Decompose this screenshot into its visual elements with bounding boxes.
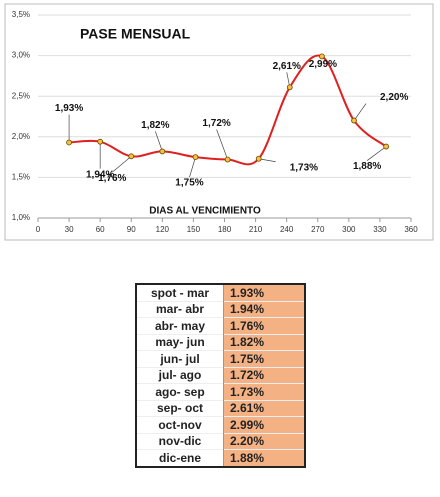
period-cell: oct-nov <box>136 416 224 433</box>
leader-line <box>216 129 228 160</box>
data-label: 1,94% <box>86 169 114 180</box>
x-tick-label: 150 <box>187 225 201 234</box>
marker <box>97 138 104 145</box>
table-row: jun- jul 1.75% <box>136 350 305 367</box>
data-label: 1,75% <box>175 178 203 189</box>
table-row: dic-ene 1.88% <box>136 449 305 467</box>
data-label: 2,99% <box>309 59 337 70</box>
marker <box>351 117 357 124</box>
data-label: 1,73% <box>290 162 318 173</box>
x-tick-label: 360 <box>404 225 418 234</box>
table-row: nov-dic 2.20% <box>136 432 305 450</box>
period-cell: sep- oct <box>136 399 224 417</box>
y-tick-label: 3,0% <box>12 51 30 60</box>
period-cell: may- jun <box>136 333 224 351</box>
rate-cell: 1.73% <box>223 383 305 400</box>
y-tick-label: 1,0% <box>12 213 30 222</box>
marker <box>383 143 390 150</box>
period-cell: jun- jul <box>136 350 224 367</box>
period-cell: jul- ago <box>136 366 224 384</box>
rate-cell: 1.94% <box>223 300 305 318</box>
x-tick-label: 60 <box>96 225 105 234</box>
table-row: oct-nov 2.99% <box>136 416 305 433</box>
leader-line <box>353 103 367 121</box>
x-tick-label: 90 <box>127 225 136 234</box>
x-tick-label: 120 <box>156 225 170 234</box>
chart: PASE MENSUAL DIAS AL VENCIMIENTO 1,0% 1,5… <box>4 3 434 241</box>
table-row: spot - mar 1.93% <box>136 283 305 301</box>
x-tick-label: 240 <box>280 225 294 234</box>
x-tick-label: 0 <box>36 225 41 234</box>
marker <box>128 153 135 160</box>
data-label: 1,82% <box>141 120 169 131</box>
table-row: jul- ago 1.72% <box>136 366 305 384</box>
marker <box>159 148 166 155</box>
data-label: 1,76% <box>98 173 126 184</box>
period-cell: spot - mar <box>136 283 224 301</box>
period-cell: ago- sep <box>136 383 224 400</box>
chart-title: PASE MENSUAL <box>80 26 191 42</box>
marker <box>318 53 325 60</box>
rate-cell: 1.93% <box>223 283 305 301</box>
table-row: sep- oct 2.61% <box>136 399 305 417</box>
y-tick-label: 3,5% <box>12 10 30 19</box>
rate-cell: 1.82% <box>223 333 305 351</box>
rate-cell: 1.75% <box>223 350 305 367</box>
period-cell: abr- may <box>136 317 224 334</box>
marker <box>286 84 293 91</box>
table: spot - mar 1.93% mar- abr 1.94% abr- may 1.76… <box>135 283 306 468</box>
x-axis-label: DIAS AL VENCIMIENTO <box>149 206 261 217</box>
leader-line <box>189 156 196 178</box>
leader-line <box>155 131 163 152</box>
chart-frame <box>4 3 434 241</box>
marker <box>224 156 231 163</box>
rate-cell: 1.88% <box>223 449 305 467</box>
period-cell: dic-ene <box>136 449 224 467</box>
table-row: may- jun 1.82% <box>136 333 305 351</box>
x-tick-label: 330 <box>373 225 387 234</box>
rate-cell: 1.76% <box>223 317 305 334</box>
x-tick-label: 30 <box>65 225 74 234</box>
rate-cell: 2.61% <box>223 399 305 417</box>
data-label: 2,61% <box>273 61 301 72</box>
table-row: abr- may 1.76% <box>136 317 305 334</box>
leader-line <box>112 156 132 173</box>
data-label: 1,93% <box>55 103 83 114</box>
table-row: mar- abr 1.94% <box>136 300 305 318</box>
data-label: 2,20% <box>380 92 408 103</box>
rate-cell: 2.99% <box>223 416 305 433</box>
period-cell: mar- abr <box>136 300 224 318</box>
x-tick-label: 180 <box>218 225 232 234</box>
x-tick-label: 300 <box>342 225 356 234</box>
rate-cell: 1.72% <box>223 366 305 384</box>
table-row: ago- sep 1.73% <box>136 383 305 400</box>
marker <box>255 155 262 162</box>
marker <box>66 139 72 146</box>
data-label: 1,88% <box>353 161 381 172</box>
x-tick-label: 270 <box>311 225 325 234</box>
leader-line <box>366 146 387 161</box>
period-cell: nov-dic <box>136 432 224 450</box>
x-tick-label: 210 <box>249 225 263 234</box>
rate-cell: 2.20% <box>223 432 305 450</box>
y-tick-label: 2,0% <box>12 132 30 141</box>
data-label: 1,72% <box>202 118 230 129</box>
y-tick-label: 2,5% <box>12 91 30 100</box>
marker <box>192 154 199 161</box>
y-tick-label: 1,5% <box>12 173 30 182</box>
